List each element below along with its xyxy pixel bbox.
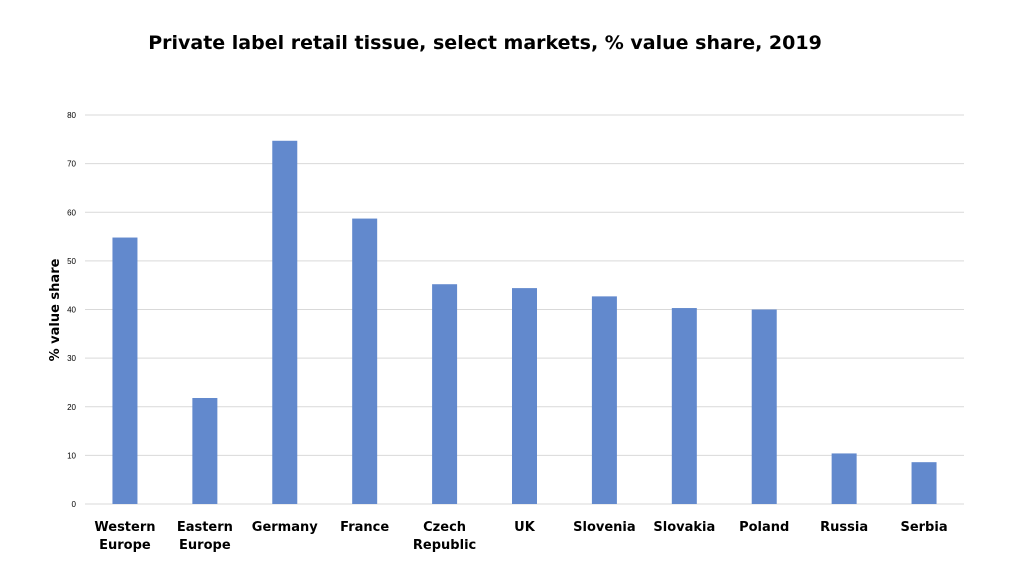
y-tick-label: 60 — [67, 208, 76, 217]
x-tick-label: Western Europe — [94, 520, 155, 553]
x-tick-label: Slovenia — [573, 520, 636, 535]
y-tick-label: 0 — [72, 500, 77, 509]
bars — [112, 140, 937, 505]
x-tick-label: France — [340, 520, 389, 535]
x-tick-label: Poland — [739, 520, 789, 535]
y-tick-label: 30 — [67, 354, 76, 363]
chart-title: Private label retail tissue, select mark… — [148, 32, 822, 54]
bar — [512, 288, 537, 504]
x-axis-ticks: Western Europe Eastern Europe Germany France C… — [94, 520, 947, 553]
bar — [911, 462, 937, 504]
y-tick-label: 70 — [67, 160, 76, 169]
x-tick-label: Eastern Europe — [177, 520, 233, 553]
bar — [671, 308, 697, 504]
y-tick-label: 20 — [67, 403, 76, 412]
x-tick-label: Serbia — [900, 520, 947, 535]
bar — [432, 284, 458, 504]
x-tick-label: Slovakia — [653, 520, 715, 535]
bar — [272, 140, 298, 505]
bar — [352, 218, 378, 505]
y-tick-label: 40 — [67, 306, 76, 315]
x-tick-label: Russia — [820, 520, 868, 535]
x-tick-label: Germany — [252, 520, 318, 535]
y-axis-label: % value share — [48, 258, 63, 361]
bar — [192, 397, 218, 504]
y-tick-label: 50 — [67, 257, 76, 266]
x-tick-label: Czech Republic — [413, 520, 476, 553]
bar — [112, 237, 138, 504]
y-tick-label: 80 — [67, 111, 76, 120]
y-tick-label: 10 — [67, 451, 76, 460]
y-axis-ticks: 0 10 20 30 40 50 60 70 80 — [67, 111, 76, 509]
x-tick-label: UK — [514, 520, 536, 535]
bar — [831, 453, 857, 504]
bar — [591, 296, 617, 504]
bar — [751, 309, 777, 504]
